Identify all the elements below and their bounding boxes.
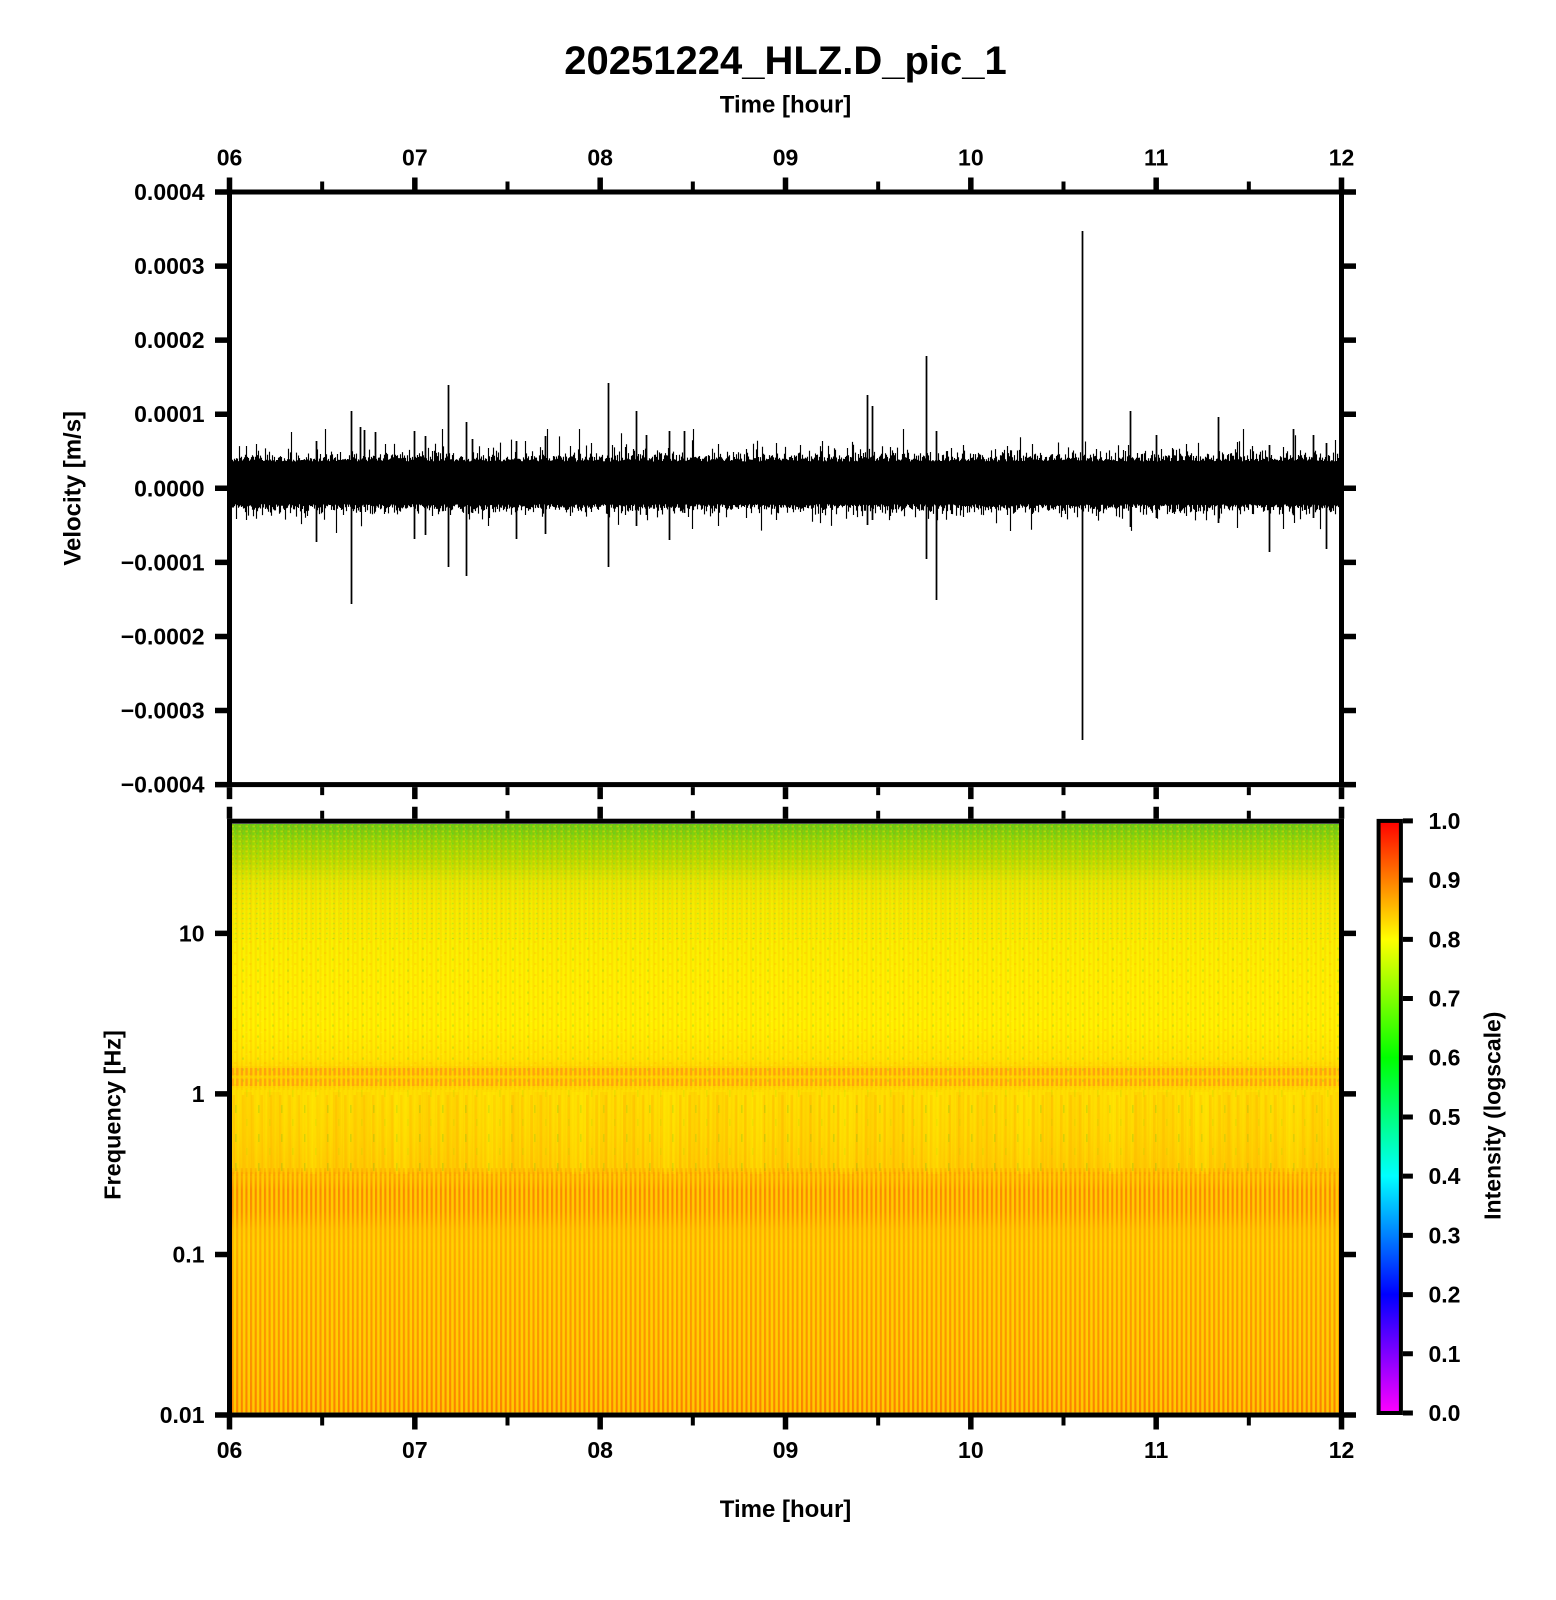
- svg-text:0.0004: 0.0004: [134, 179, 205, 205]
- svg-text:09: 09: [773, 145, 799, 171]
- svg-text:0.0001: 0.0001: [134, 401, 205, 427]
- svg-text:1.0: 1.0: [1429, 808, 1461, 834]
- svg-text:08: 08: [587, 145, 613, 171]
- svg-text:0.9: 0.9: [1429, 867, 1461, 893]
- svg-text:0.0002: 0.0002: [134, 327, 204, 353]
- svg-text:0.8: 0.8: [1429, 926, 1461, 952]
- svg-text:11: 11: [1144, 1437, 1169, 1463]
- svg-text:0.01: 0.01: [160, 1402, 205, 1428]
- svg-text:12: 12: [1329, 1437, 1355, 1463]
- svg-text:08: 08: [587, 1437, 613, 1463]
- svg-text:Velocity [m/s]: Velocity [m/s]: [60, 411, 87, 566]
- svg-text:06: 06: [217, 145, 243, 171]
- svg-text:0.0000: 0.0000: [134, 475, 204, 501]
- svg-text:−0.0004: −0.0004: [121, 772, 205, 798]
- svg-text:0.0: 0.0: [1429, 1400, 1461, 1426]
- svg-text:0.1: 0.1: [1429, 1341, 1461, 1367]
- svg-text:0.6: 0.6: [1429, 1045, 1461, 1071]
- svg-text:07: 07: [402, 1437, 428, 1463]
- svg-text:0.0003: 0.0003: [134, 253, 204, 279]
- svg-text:−0.0003: −0.0003: [121, 698, 205, 724]
- svg-text:0.2: 0.2: [1429, 1282, 1461, 1308]
- svg-text:Time [hour]: Time [hour]: [720, 1496, 852, 1523]
- svg-text:11: 11: [1144, 145, 1169, 171]
- svg-text:Time [hour]: Time [hour]: [720, 92, 852, 119]
- svg-text:−0.0001: −0.0001: [121, 549, 205, 575]
- svg-text:0.1: 0.1: [173, 1241, 205, 1267]
- svg-text:06: 06: [217, 1437, 243, 1463]
- svg-text:09: 09: [773, 1437, 799, 1463]
- svg-text:07: 07: [402, 145, 428, 171]
- svg-text:0.3: 0.3: [1429, 1222, 1461, 1248]
- svg-text:10: 10: [179, 920, 205, 946]
- svg-text:10: 10: [958, 1437, 984, 1463]
- svg-text:10: 10: [958, 145, 984, 171]
- svg-text:0.7: 0.7: [1429, 986, 1461, 1012]
- svg-text:12: 12: [1329, 145, 1355, 171]
- svg-text:−0.0002: −0.0002: [121, 623, 205, 649]
- svg-text:1: 1: [192, 1081, 205, 1107]
- svg-text:0.5: 0.5: [1429, 1104, 1461, 1130]
- svg-text:20251224_HLZ.D_pic_1: 20251224_HLZ.D_pic_1: [564, 39, 1007, 83]
- svg-text:0.4: 0.4: [1429, 1163, 1461, 1189]
- svg-text:Frequency [Hz]: Frequency [Hz]: [100, 1030, 126, 1200]
- svg-text:Intensity (logscale): Intensity (logscale): [1480, 1012, 1506, 1220]
